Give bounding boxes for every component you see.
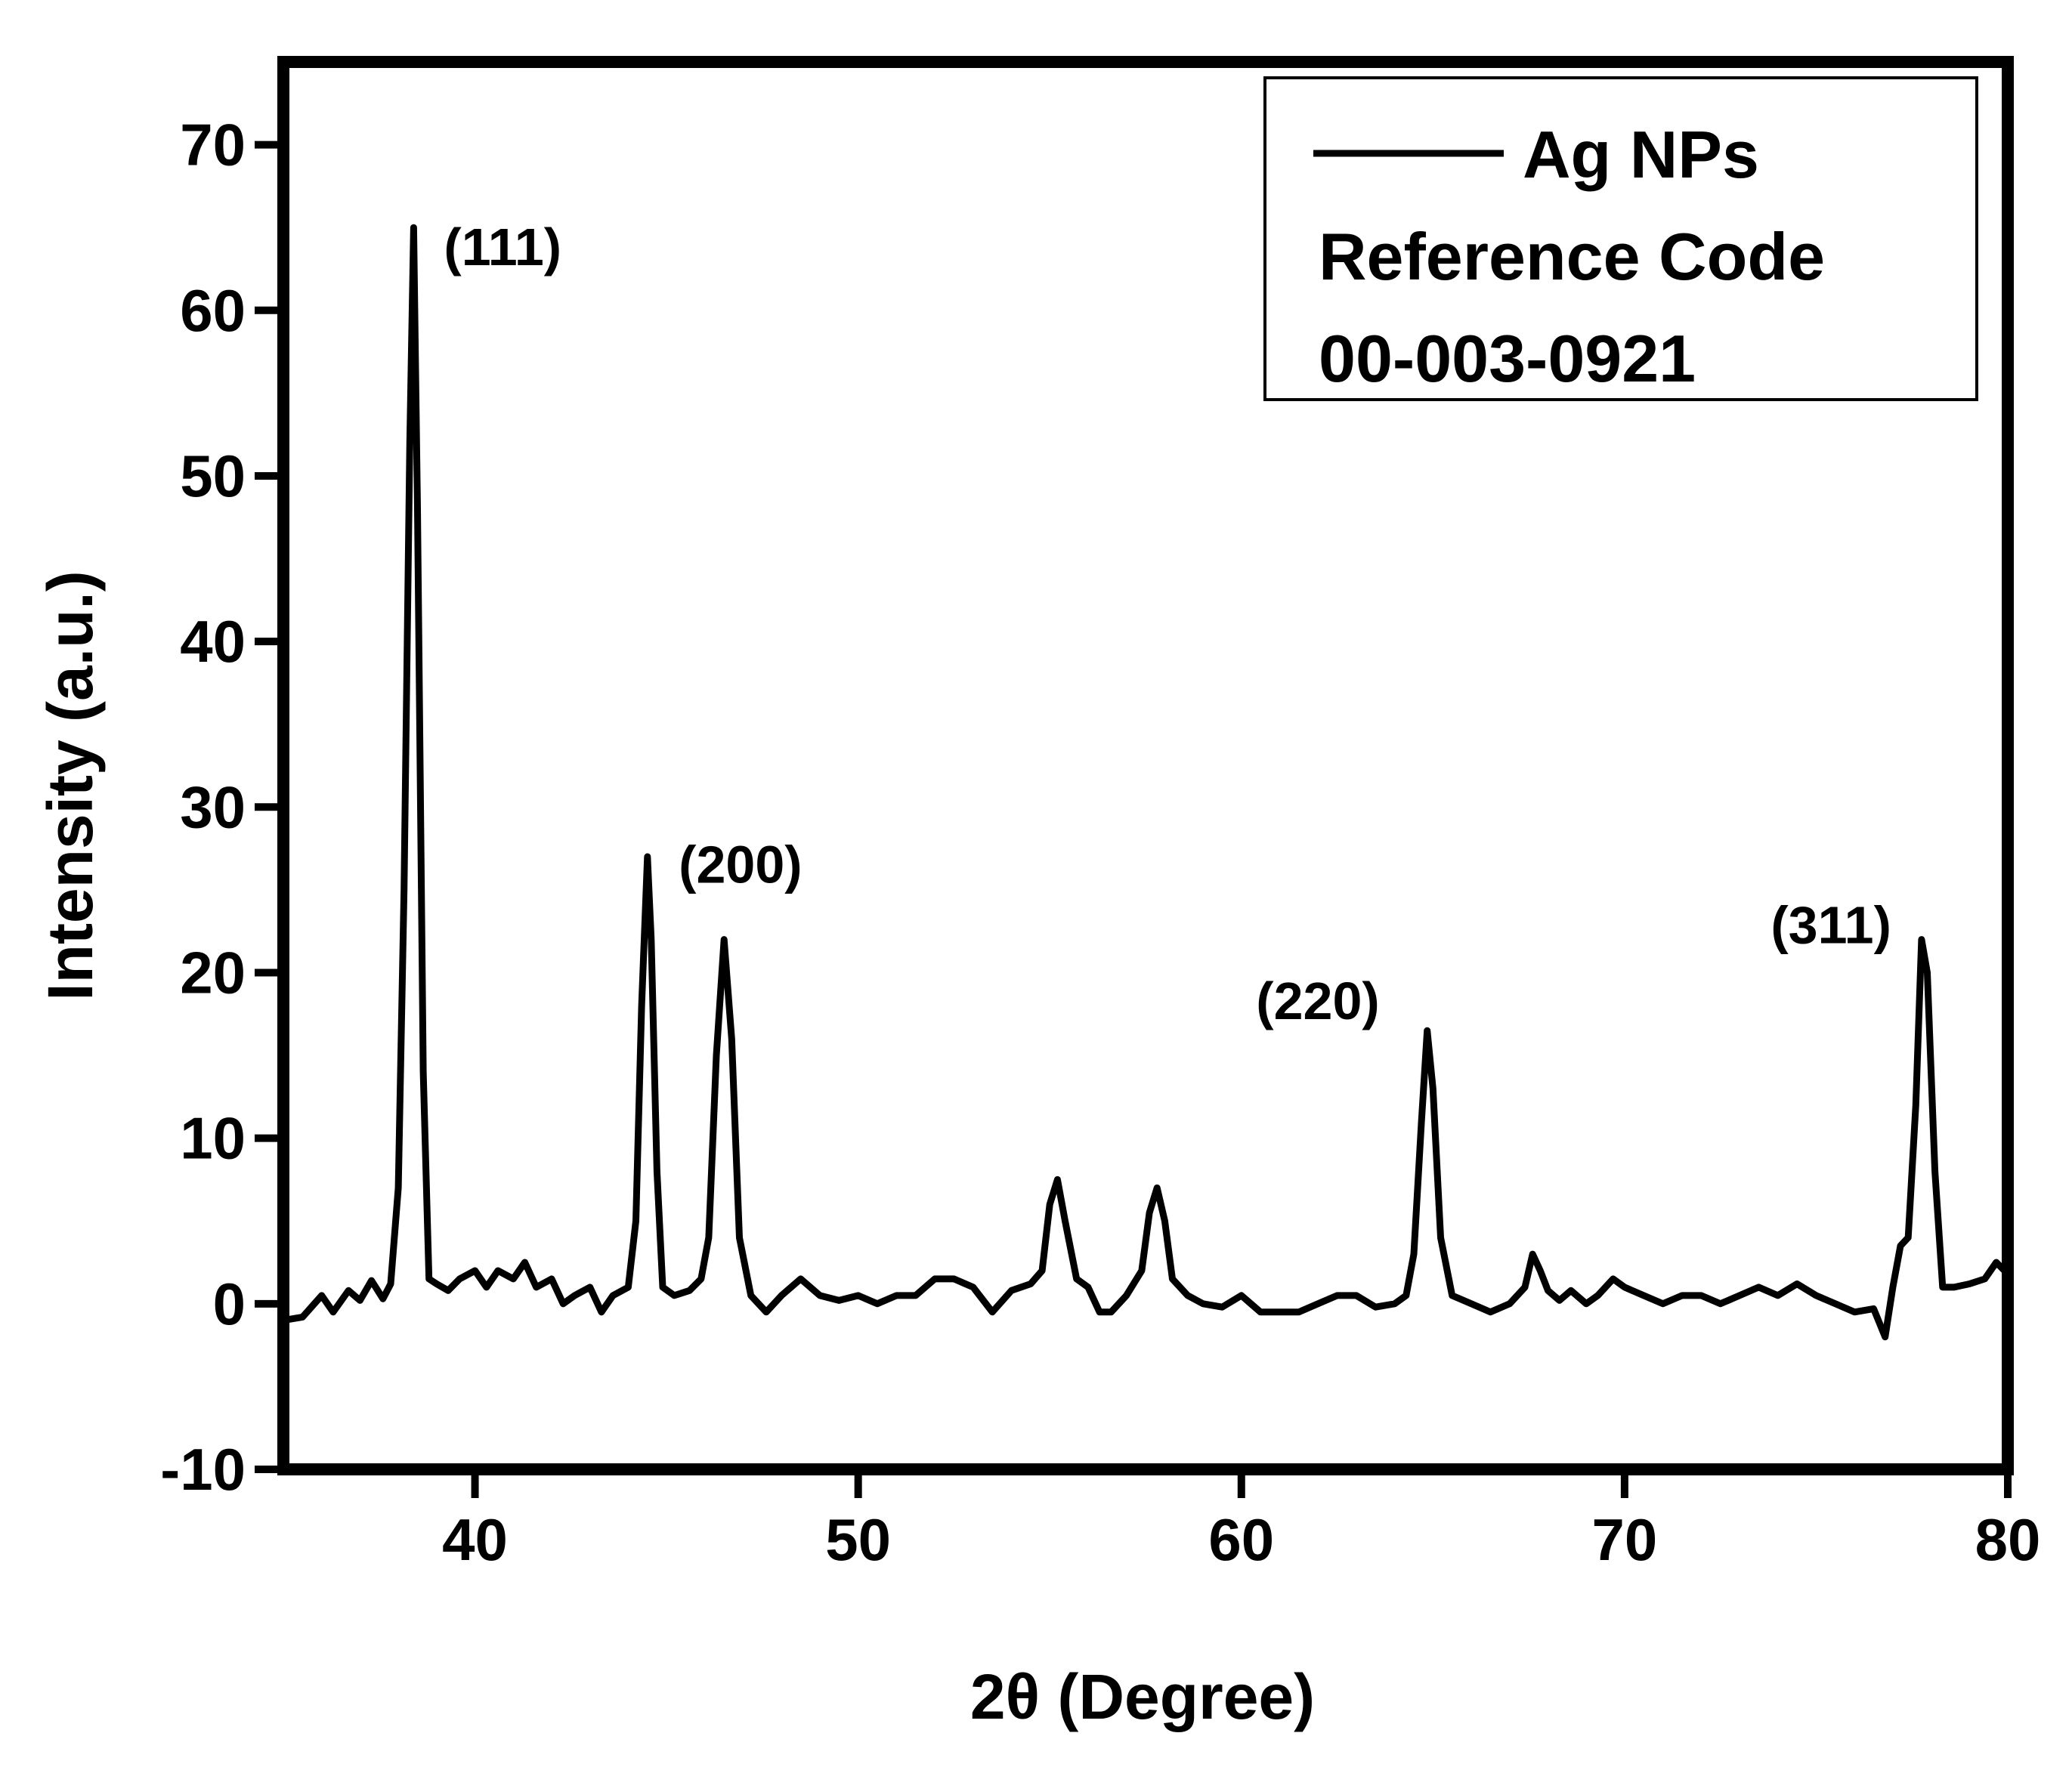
x-tick-label: 60 [1208, 1506, 1274, 1573]
peak-label: (200) [679, 836, 802, 894]
legend: Ag NPs Reference Code 00-003-0921 [1263, 76, 1978, 401]
x-tick-label: 50 [825, 1506, 891, 1573]
y-tick-label: 20 [180, 939, 246, 1006]
legend-reference-label: Reference Code [1319, 219, 1825, 294]
x-axis-ticks: 40 50 60 70 80 [442, 1469, 2040, 1573]
y-tick-label: 60 [180, 277, 246, 344]
y-tick-label: 40 [180, 608, 246, 675]
y-tick-label: 10 [180, 1105, 246, 1172]
x-axis-title: 2θ (Degree) [970, 1661, 1315, 1732]
y-tick-label: 70 [180, 112, 246, 178]
peak-label: (220) [1256, 972, 1379, 1030]
y-tick-label: 50 [180, 443, 246, 509]
x-tick-label: 40 [442, 1506, 508, 1573]
y-axis-title: Intensity (a.u.) [35, 570, 106, 1000]
y-axis-ticks: -10 0 10 20 30 40 50 60 70 [160, 112, 283, 1503]
legend-series-label: Ag NPs [1523, 117, 1759, 192]
x-tick-label: 80 [1975, 1506, 2041, 1573]
peak-annotations: (111) (200) (220) (311) [444, 218, 1891, 1030]
y-tick-label: 0 [213, 1271, 246, 1337]
series-layer [280, 224, 2012, 1341]
series-line-ag-nps [280, 224, 2012, 1341]
legend-reference-code: 00-003-0921 [1319, 321, 1696, 396]
plot-frame [277, 56, 2014, 1475]
x-tick-label: 70 [1592, 1506, 1658, 1573]
y-tick-label: -10 [160, 1436, 246, 1503]
y-tick-label: 30 [180, 774, 246, 840]
legend-box [1263, 76, 1978, 401]
peak-label: (311) [1770, 896, 1891, 955]
peak-label: (111) [444, 218, 561, 276]
